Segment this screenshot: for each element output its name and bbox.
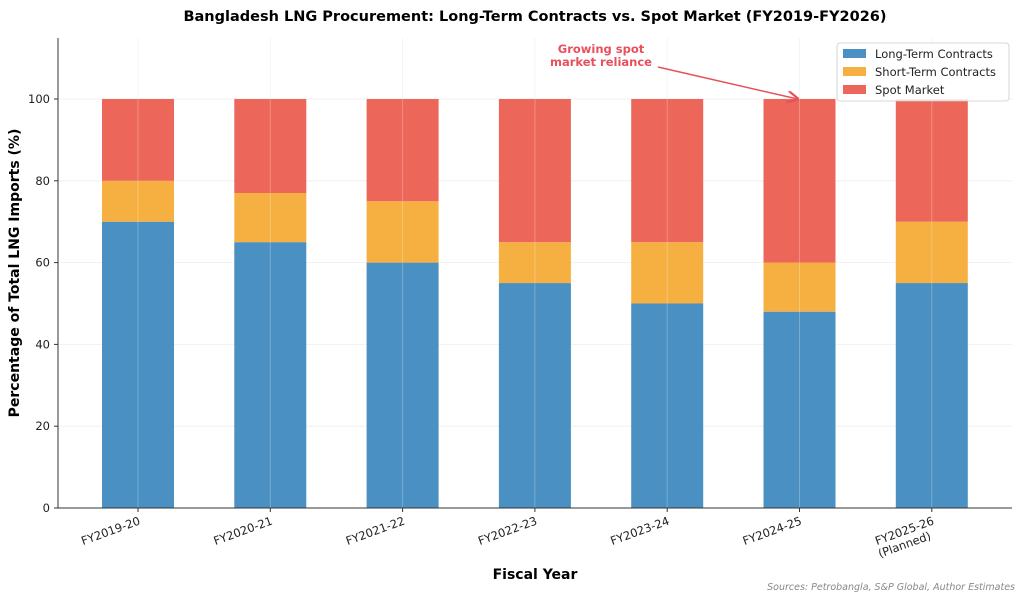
- x-tick-label: FY2020-21: [212, 514, 275, 548]
- x-tick-label: FY2021-22: [344, 514, 407, 548]
- legend-label: Short-Term Contracts: [875, 65, 996, 79]
- x-axis-label: Fiscal Year: [493, 567, 578, 583]
- x-tick-label: FY2025-26(Planned): [872, 514, 941, 561]
- y-axis-label: Percentage of Total LNG Imports (%): [7, 129, 23, 418]
- x-tick-label: FY2019-20: [79, 514, 142, 548]
- bar-segment: [763, 311, 836, 508]
- legend-swatch: [843, 85, 866, 94]
- annotation-text: Growing spot: [558, 42, 645, 56]
- x-tick-label-line: FY2022-23: [476, 514, 539, 548]
- bar-segment: [631, 303, 704, 508]
- x-tick-label-line: FY2024-25: [741, 514, 804, 548]
- bar-segment: [763, 262, 836, 312]
- bar-segment: [498, 99, 571, 243]
- bar-segment: [631, 242, 704, 304]
- x-tick-label-line: FY2023-24: [608, 514, 671, 548]
- bar-segment: [498, 242, 571, 284]
- legend-label: Long-Term Contracts: [875, 47, 993, 61]
- bar-segment: [366, 262, 439, 508]
- bar-segment: [234, 242, 307, 508]
- source-note: Sources: Petrobangla, S&P Global, Author…: [767, 582, 1015, 593]
- x-tick-label: FY2024-25: [741, 514, 804, 548]
- bar-segment: [366, 201, 439, 263]
- bars: [102, 99, 968, 508]
- bar-segment: [763, 99, 836, 263]
- legend-swatch: [843, 49, 866, 58]
- bar-segment: [102, 180, 174, 222]
- chart-title: Bangladesh LNG Procurement: Long-Term Co…: [183, 9, 886, 25]
- x-tick-label: FY2022-23: [476, 514, 539, 548]
- bar-segment: [895, 221, 968, 284]
- x-tick-label: FY2023-24: [608, 514, 671, 548]
- annotation-arrow: [657, 66, 798, 99]
- bar-segment: [895, 283, 968, 508]
- legend-label: Spot Market: [875, 83, 945, 97]
- y-tick-label: 100: [28, 92, 50, 106]
- bar-segment: [895, 99, 968, 222]
- bar-segment: [234, 99, 307, 194]
- y-tick-label: 20: [35, 419, 50, 433]
- y-tick-label: 80: [35, 174, 50, 188]
- x-ticks: FY2019-20 FY2020-21 FY2021-22 FY2022-23 FY20…: [79, 508, 941, 561]
- y-tick-label: 40: [35, 337, 50, 351]
- x-tick-label-line: FY2019-20: [79, 514, 142, 548]
- legend-box: [836, 42, 1010, 102]
- y-ticks: 0 20 40 60 80 100: [28, 92, 58, 515]
- x-tick-label-line: FY2021-22: [344, 514, 407, 548]
- bar-segment: [102, 99, 174, 181]
- annotation-text: market reliance: [550, 55, 652, 69]
- bar-segment: [234, 193, 307, 243]
- legend-swatch: [843, 67, 866, 76]
- x-tick-label-line: FY2020-21: [212, 514, 275, 548]
- bar-segment: [631, 99, 704, 243]
- bar-segment: [366, 99, 439, 202]
- y-tick-label: 0: [43, 501, 50, 515]
- bar-segment: [102, 221, 174, 508]
- bar-segment: [498, 283, 571, 508]
- y-tick-label: 60: [35, 256, 50, 270]
- legend: Long-Term Contracts Short-Term Contracts S…: [836, 42, 1010, 102]
